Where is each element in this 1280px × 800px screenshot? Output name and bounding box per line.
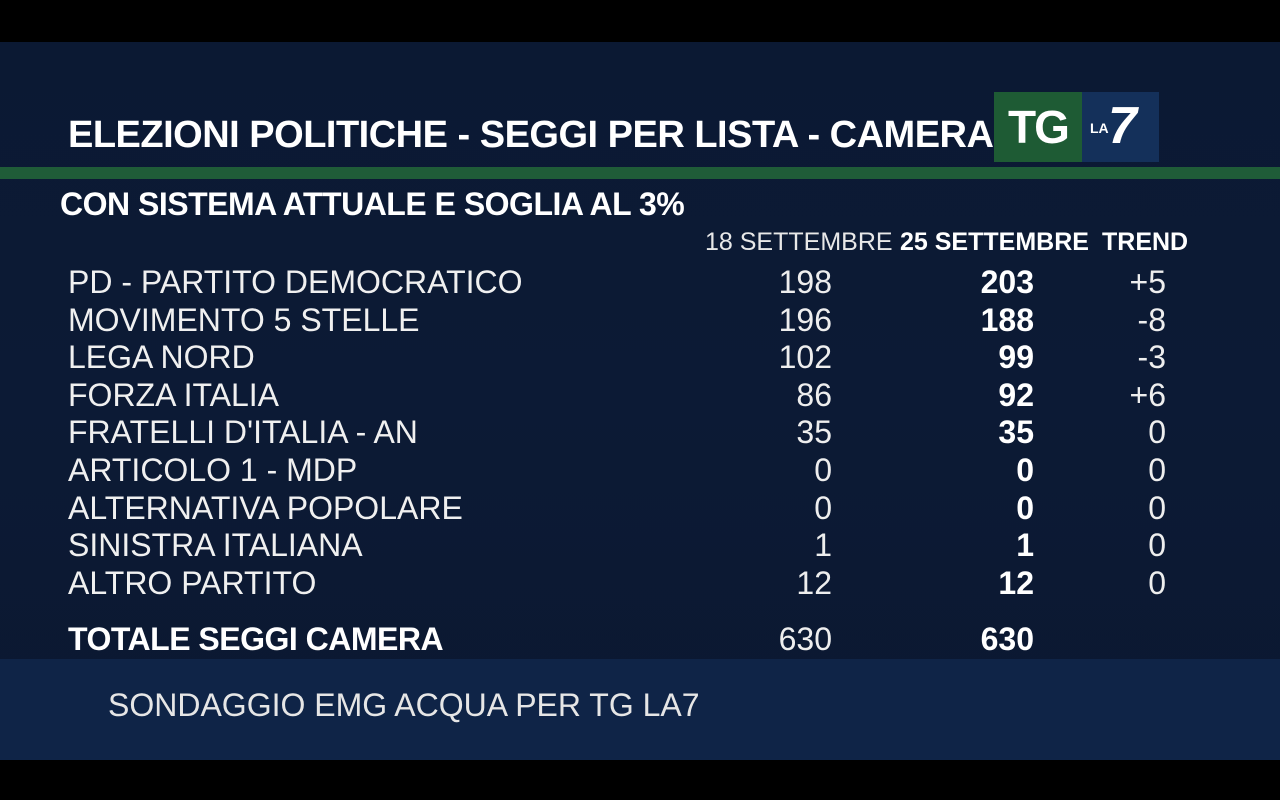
seats-date2: 188 — [980, 301, 1034, 338]
letterbox-top — [0, 0, 1280, 42]
green-divider — [0, 167, 1280, 179]
seats-date2: 35 — [998, 414, 1034, 451]
seats-trend: +6 — [1129, 376, 1166, 413]
seats-trend: +5 — [1129, 264, 1166, 300]
seats-date2: 203 — [980, 264, 1034, 300]
table-row: FORZA ITALIA 86 92 +6 — [0, 377, 1280, 415]
seats-trend: -3 — [1137, 339, 1166, 376]
footer-band: SONDAGGIO EMG ACQUA PER TG LA7 — [0, 659, 1280, 760]
seats-date1: 0 — [814, 489, 832, 526]
party-name: ALTRO PARTITO — [68, 564, 317, 601]
column-header-date2: 25 SETTEMBRE — [900, 228, 1089, 256]
table-row: ALTERNATIVA POPOLARE 0 0 0 — [0, 490, 1280, 528]
seats-date1: 198 — [778, 264, 832, 300]
total-date1: 630 — [778, 621, 832, 657]
seats-date1: 102 — [778, 339, 832, 376]
seats-trend: 0 — [1148, 451, 1166, 488]
seats-date2: 0 — [1016, 489, 1034, 526]
table-row: MOVIMENTO 5 STELLE 196 188 -8 — [0, 302, 1280, 340]
seats-date1: 12 — [796, 564, 832, 601]
seats-trend: 0 — [1148, 564, 1166, 601]
logo-la: LA — [1090, 120, 1109, 136]
party-name: ALTERNATIVA POPOLARE — [68, 489, 463, 526]
seats-date2: 92 — [998, 376, 1034, 413]
seats-date2: 0 — [1016, 451, 1034, 488]
seats-date2: 1 — [1016, 527, 1034, 564]
total-date2: 630 — [980, 621, 1034, 657]
broadcast-graphic: ELEZIONI POLITICHE - SEGGI PER LISTA - C… — [0, 42, 1280, 760]
column-header-trend: TREND — [1102, 228, 1189, 256]
table-row: SINISTRA ITALIANA 1 1 0 — [0, 527, 1280, 565]
seats-date2: 99 — [998, 339, 1034, 376]
seats-trend: -8 — [1137, 301, 1166, 338]
graphic-title: ELEZIONI POLITICHE - SEGGI PER LISTA - C… — [68, 114, 994, 156]
logo-tg: TG — [994, 92, 1082, 162]
seats-trend: 0 — [1148, 414, 1166, 451]
logo-la7: LA 7 — [1082, 92, 1159, 162]
seats-trend: 0 — [1148, 489, 1166, 526]
table-row: LEGA NORD 102 99 -3 — [0, 339, 1280, 377]
poll-source: SONDAGGIO EMG ACQUA PER TG LA7 — [108, 687, 700, 723]
seats-date1: 86 — [796, 376, 832, 413]
table-row: ALTRO PARTITO 12 12 0 — [0, 565, 1280, 603]
total-row: TOTALE SEGGI CAMERA 630 630 — [0, 619, 1280, 659]
seats-table: PD - PARTITO DEMOCRATICO 198 203 +5 MOVI… — [0, 264, 1280, 602]
graphic-subtitle: CON SISTEMA ATTUALE E SOGLIA AL 3% — [60, 186, 685, 222]
seats-date1: 35 — [796, 414, 832, 451]
table-row: ARTICOLO 1 - MDP 0 0 0 — [0, 452, 1280, 490]
party-name: PD - PARTITO DEMOCRATICO — [68, 264, 523, 300]
column-header-date1: 18 SETTEMBRE — [705, 228, 893, 256]
total-label: TOTALE SEGGI CAMERA — [68, 621, 444, 657]
letterbox-bottom — [0, 760, 1280, 800]
seats-trend: 0 — [1148, 527, 1166, 564]
seats-date1: 1 — [814, 527, 832, 564]
seats-date1: 0 — [814, 451, 832, 488]
logo-seven: 7 — [1108, 97, 1137, 155]
party-name: SINISTRA ITALIANA — [68, 527, 363, 564]
party-name: FORZA ITALIA — [68, 376, 279, 413]
seats-date1: 196 — [778, 301, 832, 338]
tg-la7-logo: TG LA 7 — [994, 92, 1159, 162]
seats-date2: 12 — [998, 564, 1034, 601]
table-row: PD - PARTITO DEMOCRATICO 198 203 +5 — [0, 264, 1280, 302]
party-name: ARTICOLO 1 - MDP — [68, 451, 358, 488]
party-name: LEGA NORD — [68, 339, 255, 376]
party-name: FRATELLI D'ITALIA - AN — [68, 414, 418, 451]
table-row: FRATELLI D'ITALIA - AN 35 35 0 — [0, 414, 1280, 452]
party-name: MOVIMENTO 5 STELLE — [68, 301, 420, 338]
